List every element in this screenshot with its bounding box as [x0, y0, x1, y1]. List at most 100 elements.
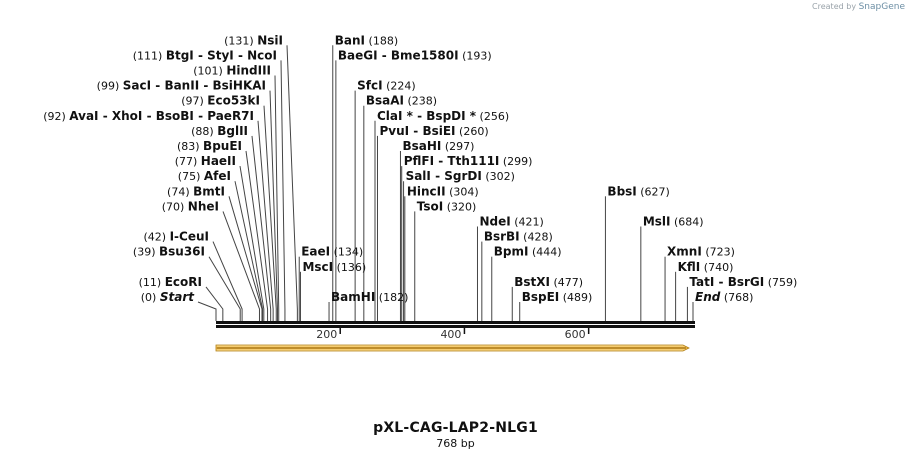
site-label[interactable]: KflI (740) [678, 260, 734, 274]
restriction-site-end[interactable]: End (768) [695, 290, 753, 304]
site-label[interactable]: (92) AvaI - XhoI - BsoBI - PaeR7I [43, 109, 254, 123]
site-label[interactable]: PvuI - BsiEI (260) [379, 124, 488, 138]
site-label[interactable]: BsaHI (297) [402, 139, 474, 153]
site-label[interactable]: (97) Eco53kI [181, 94, 260, 108]
enzyme-name: TatI [689, 275, 714, 289]
site-connector [234, 181, 264, 321]
site-label[interactable]: End (768) [695, 290, 753, 304]
enzyme-name: Eco53kI [207, 94, 260, 108]
restriction-site-pvui[interactable]: PvuI - BsiEI (260) [379, 124, 488, 138]
site-connector [205, 286, 224, 321]
restriction-site-tati[interactable]: TatI - BsrGI (759) [689, 275, 797, 289]
site-label[interactable]: MslI (684) [643, 215, 704, 229]
site-label[interactable]: (131) NsiI [224, 33, 283, 47]
restriction-site-bbsi[interactable]: BbsI (627) [607, 184, 669, 198]
site-label[interactable]: (101) HindIII [193, 64, 271, 78]
site-label[interactable]: XmnI (723) [667, 245, 735, 259]
restriction-site-start[interactable]: (0) Start [141, 290, 195, 304]
restriction-site-bglii[interactable]: (88) BglII [191, 124, 248, 138]
restriction-site-tsoi[interactable]: TsoI (320) [417, 199, 477, 213]
site-label[interactable]: BsaAI (238) [366, 94, 437, 108]
site-label[interactable]: TsoI (320) [417, 199, 477, 213]
restriction-site-xmni[interactable]: XmnI (723) [667, 245, 735, 259]
site-position: (238) [407, 95, 437, 108]
restriction-site-bani[interactable]: BanI (188) [335, 33, 398, 47]
site-label[interactable]: BsrBI (428) [484, 230, 553, 244]
restriction-site-sali[interactable]: SalI - SgrDI (302) [406, 169, 515, 183]
site-label[interactable]: (70) NheI [162, 199, 219, 213]
restriction-site-avai[interactable]: (92) AvaI - XhoI - BsoBI - PaeR7I [43, 109, 254, 123]
restriction-site-bsaai[interactable]: BsaAI (238) [366, 94, 437, 108]
site-label[interactable]: PflFI - Tth111I (299) [404, 154, 533, 168]
restriction-site-bamhi[interactable]: BamHI (182) [331, 290, 408, 304]
enzyme-name: NdeI [479, 215, 510, 229]
site-label[interactable]: (77) HaeII [175, 154, 236, 168]
restriction-site-nsii[interactable]: (131) NsiI [224, 33, 283, 47]
restriction-site-bsu36i[interactable]: (39) Bsu36I [133, 245, 205, 259]
plasmid-length: 768 bp [436, 437, 475, 450]
site-label[interactable]: BspEI (489) [522, 290, 593, 304]
restriction-site-bsahi[interactable]: BsaHI (297) [402, 139, 474, 153]
site-label[interactable]: (111) BtgI - StyI - NcoI [133, 48, 277, 62]
name-separator: - [234, 48, 247, 62]
site-position: (42) [144, 231, 167, 244]
site-label[interactable]: (88) BglII [191, 124, 248, 138]
site-position: (39) [133, 246, 156, 259]
restriction-site-haeii[interactable]: (77) HaeII [175, 154, 236, 168]
restriction-site-msci[interactable]: MscI (136) [302, 260, 366, 274]
site-label[interactable]: ClaI * - BspDI * (256) [377, 109, 509, 123]
restriction-site-clai[interactable]: ClaI * - BspDI * (256) [377, 109, 509, 123]
restriction-site-i-ceui[interactable]: (42) I-CeuI [144, 230, 210, 244]
restriction-site-bpuei[interactable]: (83) BpuEI [177, 139, 242, 153]
restriction-site-ndei[interactable]: NdeI (421) [479, 215, 543, 229]
site-label[interactable]: BamHI (182) [331, 290, 408, 304]
enzyme-name: BspEI [522, 290, 560, 304]
site-label[interactable]: (39) Bsu36I [133, 245, 205, 259]
restriction-site-bspei[interactable]: BspEI (489) [522, 290, 593, 304]
site-label[interactable]: BanI (188) [335, 33, 398, 47]
restriction-site-bmti[interactable]: (74) BmtI [167, 184, 225, 198]
site-label[interactable]: (42) I-CeuI [144, 230, 210, 244]
site-label[interactable]: (74) BmtI [167, 184, 225, 198]
restriction-site-kfli[interactable]: KflI (740) [678, 260, 734, 274]
restriction-site-hindiii[interactable]: (101) HindIII [193, 64, 271, 78]
site-label[interactable]: (0) Start [141, 290, 195, 304]
restriction-site-baegi[interactable]: BaeGI - Bme1580I (193) [338, 48, 492, 62]
site-connector [257, 120, 274, 321]
site-label[interactable]: EaeI (134) [301, 245, 363, 259]
site-label[interactable]: SfcI (224) [357, 79, 416, 93]
site-label[interactable]: BbsI (627) [607, 184, 669, 198]
restriction-site-saci[interactable]: (99) SacI - BanII - BsiHKAI [97, 79, 266, 93]
restriction-site-hincii[interactable]: HincII (304) [407, 184, 479, 198]
site-label[interactable]: HincII (304) [407, 184, 479, 198]
restriction-site-nhei[interactable]: (70) NheI [162, 199, 219, 213]
site-label[interactable]: MscI (136) [302, 260, 366, 274]
restriction-site-eaei[interactable]: EaeI (134) [301, 245, 363, 259]
site-position: (134) [334, 246, 364, 259]
restriction-site-bpmi[interactable]: BpmI (444) [494, 245, 562, 259]
restriction-site-afei[interactable]: (75) AfeI [178, 169, 231, 183]
site-label[interactable]: (83) BpuEI [177, 139, 242, 153]
restriction-site-pflfi[interactable]: PflFI - Tth111I (299) [404, 154, 533, 168]
site-label[interactable]: TatI - BsrGI (759) [689, 275, 797, 289]
restriction-site-eco53ki[interactable]: (97) Eco53kI [181, 94, 260, 108]
site-label[interactable]: BpmI (444) [494, 245, 562, 259]
restriction-site-msli[interactable]: MslI (684) [643, 215, 704, 229]
restriction-site-bstxi[interactable]: BstXI (477) [514, 275, 583, 289]
enzyme-name: EcoRI [165, 275, 202, 289]
name-separator: - [194, 109, 207, 123]
site-label[interactable]: SalI - SgrDI (302) [406, 169, 515, 183]
restriction-site-sfci[interactable]: SfcI (224) [357, 79, 416, 93]
site-label[interactable]: (99) SacI - BanII - BsiHKAI [97, 79, 266, 93]
axis-tick-label: 600 [565, 328, 586, 341]
site-label[interactable]: NdeI (421) [479, 215, 543, 229]
restriction-site-ecori[interactable]: (11) EcoRI [139, 275, 202, 289]
site-position: (256) [480, 110, 510, 123]
site-label[interactable]: BaeGI - Bme1580I (193) [338, 48, 492, 62]
site-label[interactable]: BstXI (477) [514, 275, 583, 289]
restriction-site-btgi[interactable]: (111) BtgI - StyI - NcoI [133, 48, 277, 62]
enzyme-name: TsoI [417, 199, 443, 213]
restriction-site-bsrbi[interactable]: BsrBI (428) [484, 230, 553, 244]
site-label[interactable]: (11) EcoRI [139, 275, 202, 289]
site-label[interactable]: (75) AfeI [178, 169, 231, 183]
